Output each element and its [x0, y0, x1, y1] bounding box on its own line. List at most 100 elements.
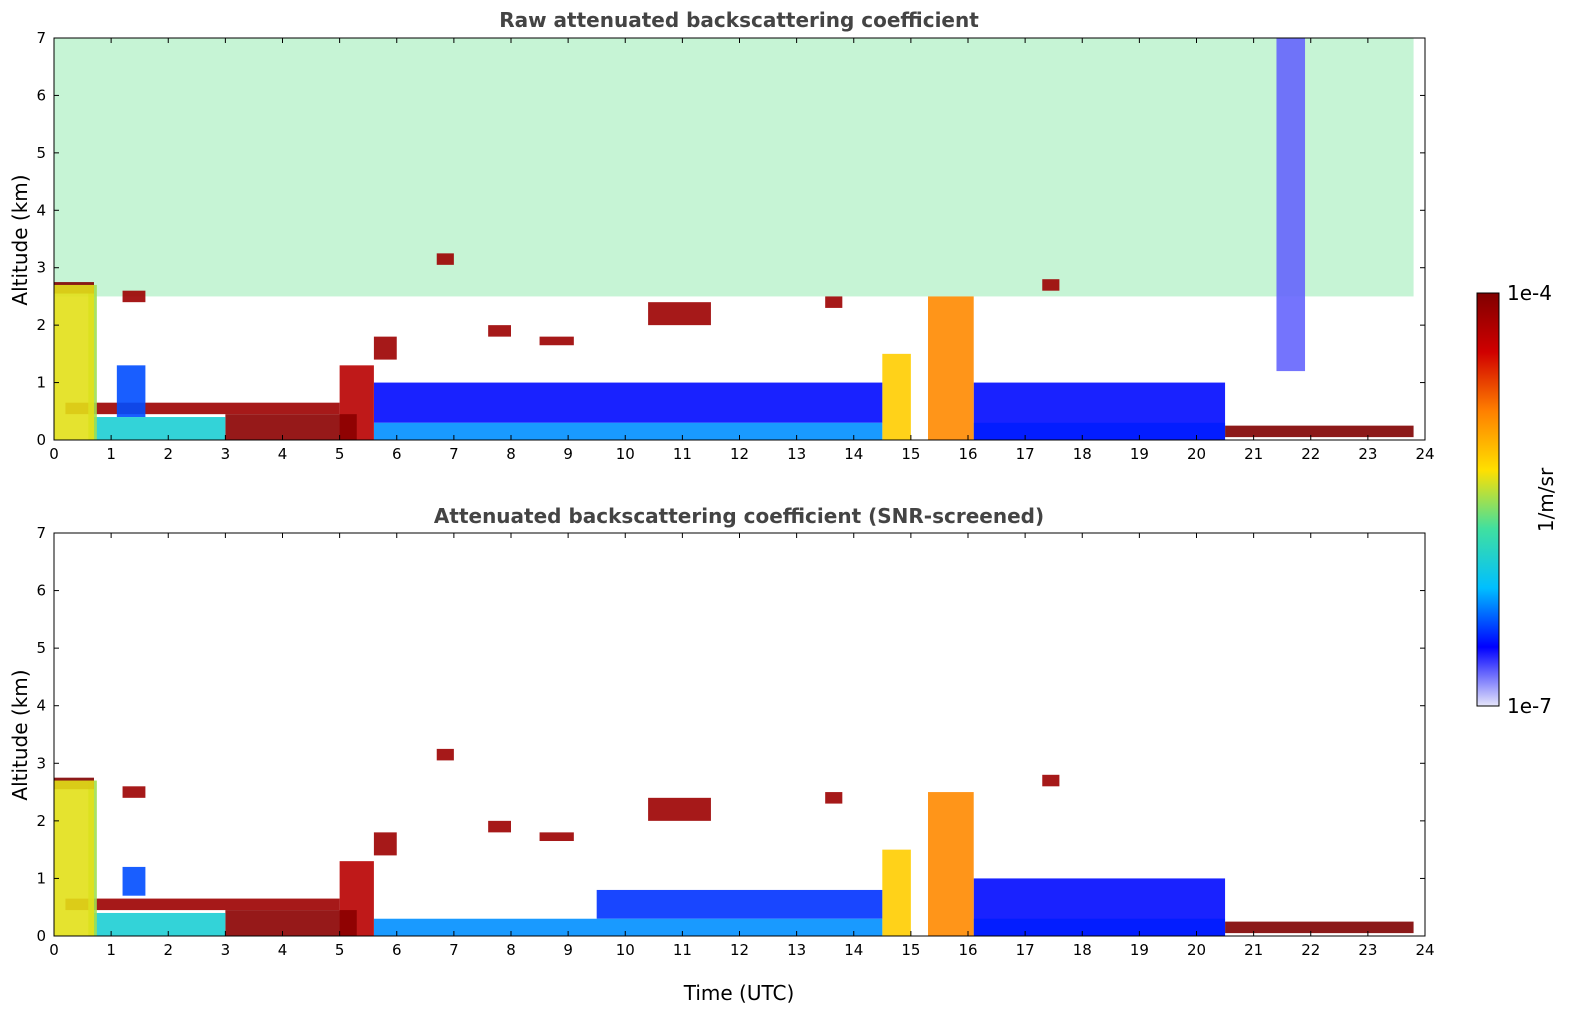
x-tick-label: 4	[278, 941, 288, 959]
backscatter-region	[1225, 425, 1414, 438]
x-tick-label: 11	[673, 445, 692, 463]
backscatter-region	[65, 402, 340, 415]
colorbar-gradient	[1476, 292, 1500, 707]
x-tick-label: 18	[1073, 941, 1092, 959]
x-tick-label: 16	[958, 941, 977, 959]
y-axis-label: Altitude (km)	[8, 669, 32, 800]
x-tick-label: 2	[163, 941, 173, 959]
x-tick-label: 0	[49, 941, 59, 959]
x-tick-label: 19	[1130, 941, 1149, 959]
x-tick-label: 17	[1016, 445, 1035, 463]
backscatter-region	[882, 353, 911, 440]
chart-title: Raw attenuated backscattering coefficien…	[499, 8, 979, 32]
y-tick-label: 2	[36, 316, 46, 334]
y-tick-label: 0	[36, 927, 46, 945]
x-tick-label: 5	[335, 445, 345, 463]
x-tick-label: 14	[844, 941, 863, 959]
x-tick-label: 4	[278, 445, 288, 463]
x-tick-label: 11	[673, 941, 692, 959]
backscatter-region	[488, 325, 511, 337]
backscatter-region	[65, 898, 340, 911]
backscatter-region	[825, 296, 843, 308]
x-tick-label: 15	[901, 445, 920, 463]
backscatter-region	[436, 748, 454, 761]
x-tick-label: 20	[1187, 445, 1206, 463]
x-tick-label: 18	[1073, 445, 1092, 463]
x-tick-label: 17	[1016, 941, 1035, 959]
backscatter-region	[93, 912, 226, 936]
x-tick-label: 22	[1301, 445, 1320, 463]
backscatter-region	[373, 918, 883, 936]
backscatter-region	[225, 414, 357, 440]
y-tick-label: 0	[36, 431, 46, 449]
x-tick-label: 19	[1130, 445, 1149, 463]
y-tick-label: 4	[36, 201, 46, 219]
y-tick-label: 3	[36, 754, 46, 772]
x-axis-label: Time (UTC)	[683, 981, 795, 1005]
x-tick-label: 3	[221, 941, 231, 959]
x-tick-label: 24	[1415, 941, 1434, 959]
backscatter-region	[93, 417, 226, 440]
backscatter-region	[373, 422, 883, 440]
x-tick-label: 1	[106, 445, 116, 463]
backscatter-region	[225, 910, 357, 936]
panel-raw-backscatter: Raw attenuated backscattering coefficien…	[8, 8, 1435, 463]
panel-snr-screened-backscatter: Attenuated backscattering coefficient (S…	[8, 504, 1435, 1005]
backscatter-region	[373, 336, 397, 360]
x-tick-label: 9	[563, 445, 573, 463]
x-tick-label: 10	[616, 445, 635, 463]
backscatter-region	[539, 336, 574, 346]
x-tick-label: 15	[901, 941, 920, 959]
x-tick-label: 0	[49, 445, 59, 463]
x-tick-label: 23	[1358, 941, 1377, 959]
x-tick-label: 22	[1301, 941, 1320, 959]
backscatter-region	[928, 296, 974, 440]
backscatter-region	[116, 365, 146, 418]
plot-frame	[53, 532, 1426, 937]
y-tick-label: 5	[36, 639, 46, 657]
x-tick-label: 6	[392, 445, 402, 463]
backscatter-region	[596, 889, 883, 919]
backscatter-region	[1042, 279, 1060, 291]
y-tick-label: 6	[36, 582, 46, 600]
x-tick-label: 8	[506, 941, 516, 959]
chart-title: Attenuated backscattering coefficient (S…	[434, 504, 1044, 528]
x-tick-label: 12	[730, 445, 749, 463]
y-tick-label: 1	[36, 869, 46, 887]
backscatter-region	[436, 253, 454, 265]
backscatter-region	[373, 832, 397, 856]
x-tick-label: 8	[506, 445, 516, 463]
y-tick-label: 2	[36, 812, 46, 830]
x-tick-label: 5	[335, 941, 345, 959]
backscatter-region	[825, 792, 843, 804]
x-tick-label: 16	[958, 445, 977, 463]
x-tick-label: 1	[106, 941, 116, 959]
backscatter-region	[539, 832, 574, 842]
y-tick-label: 6	[36, 86, 46, 104]
x-tick-label: 9	[563, 941, 573, 959]
x-tick-label: 13	[787, 941, 806, 959]
backscatter-region	[882, 849, 911, 936]
backscatter-region	[122, 290, 146, 303]
x-tick-label: 7	[449, 941, 459, 959]
x-tick-label: 13	[787, 445, 806, 463]
x-tick-label: 3	[221, 445, 231, 463]
backscatter-region	[1225, 921, 1414, 934]
y-axis-label: Altitude (km)	[8, 174, 32, 305]
backscatter-region	[973, 382, 1226, 440]
backscatter-region	[488, 820, 511, 833]
backscatter-region	[648, 797, 711, 821]
x-tick-label: 6	[392, 941, 402, 959]
x-tick-label: 7	[449, 445, 459, 463]
colorbar: 1e-4 1e-7 1/m/sr	[1476, 281, 1558, 718]
x-tick-label: 21	[1244, 941, 1263, 959]
x-tick-label: 24	[1415, 445, 1434, 463]
backscatter-region	[928, 792, 974, 936]
backscatter-region	[1042, 774, 1060, 787]
backscatter-region	[122, 786, 146, 798]
x-tick-label: 2	[163, 445, 173, 463]
colorbar-unit-label: 1/m/sr	[1534, 467, 1558, 532]
colorbar-max-label: 1e-4	[1507, 281, 1552, 305]
